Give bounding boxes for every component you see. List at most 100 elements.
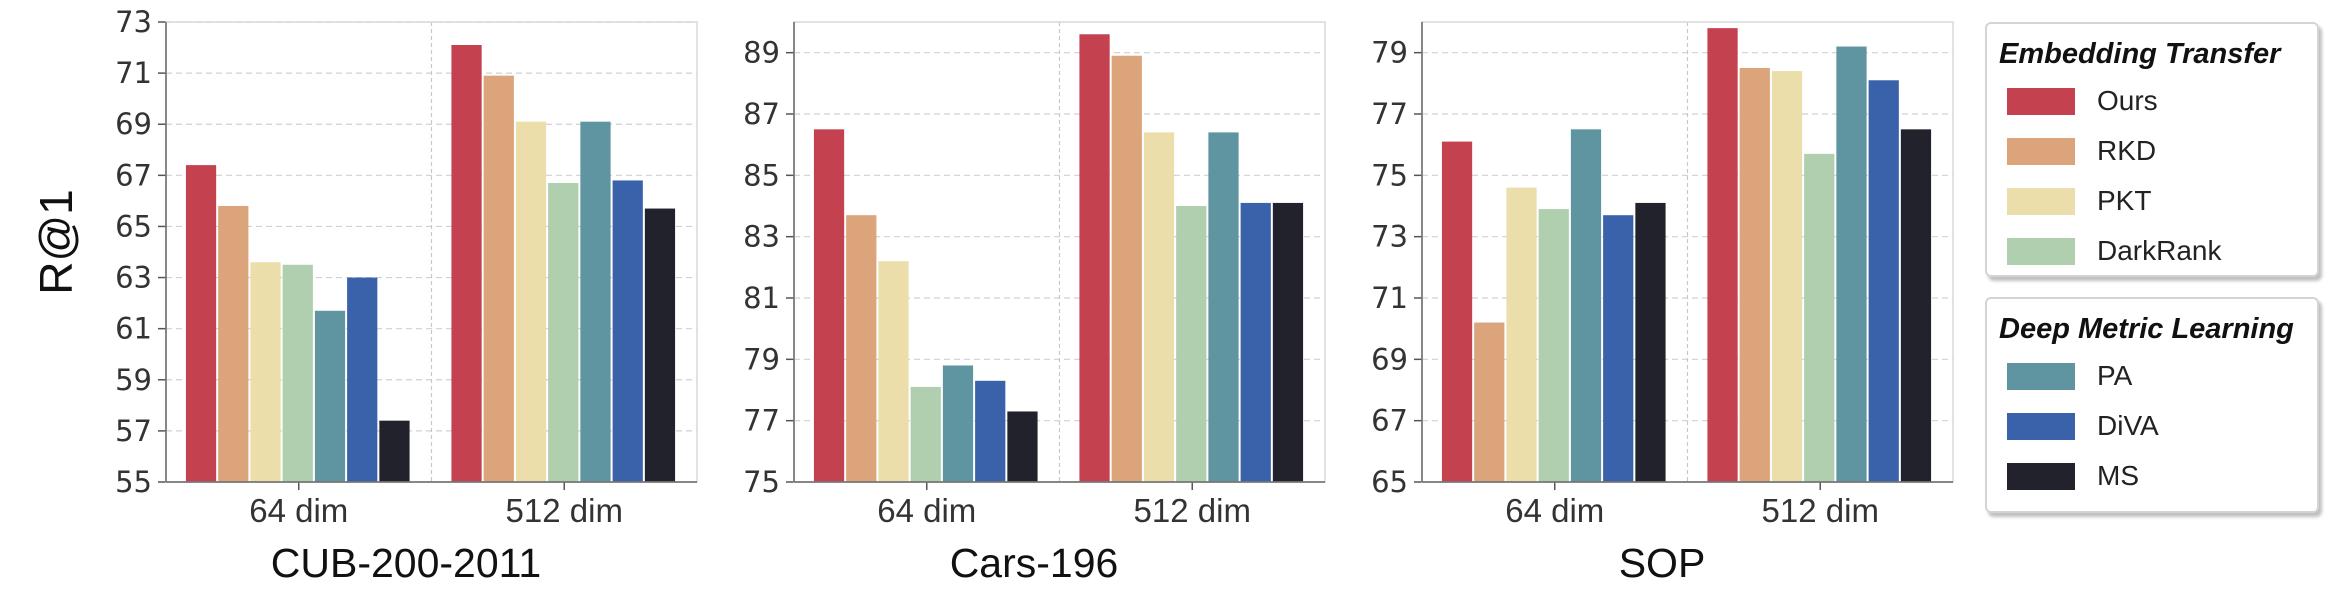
bar-ms-64-dim <box>1635 202 1666 482</box>
legend-title: Deep Metric Learning <box>1999 313 2294 345</box>
bar-ms-512-dim <box>644 208 676 483</box>
legend-item-pkt: PKT <box>1999 176 2305 226</box>
bar-ours-512-dim <box>1079 34 1110 483</box>
legend-item-diva: DiVA <box>1999 401 2305 451</box>
chart-sop: 65 67 69 71 73 75 77 79 64 dim 512 dim <box>1371 21 1954 529</box>
bar-pkt-64-dim <box>250 262 281 482</box>
y-tick-label: 73 <box>1371 220 1408 254</box>
x-tick-label: 512 dim <box>1134 492 1251 529</box>
bar-ms-64-dim <box>379 420 410 482</box>
legend-label: RKD <box>2097 135 2157 166</box>
bar-pa-64-dim <box>314 310 346 482</box>
bar-pa-512-dim <box>580 121 611 483</box>
legend-label: PKT <box>2097 185 2152 216</box>
y-tick-label: 73 <box>115 5 152 39</box>
bar-pa-512-dim <box>1836 46 1867 483</box>
legend-embedding-transfer: Embedding Transfer Ours RKD PKT DarkRank <box>1985 22 2319 277</box>
y-tick-label: 57 <box>115 414 152 448</box>
bar-darkrank-512-dim <box>548 183 579 482</box>
legend-swatch <box>2007 87 2075 115</box>
y-tick-label: 65 <box>115 209 152 243</box>
y-tick-label: 63 <box>115 261 152 295</box>
chart-cub-200-2011: 55 57 59 61 63 65 67 69 71 73 64 dim 512 dim <box>115 5 698 529</box>
legend-label: Ours <box>2097 85 2158 116</box>
y-tick-label: 79 <box>743 342 780 376</box>
legend-item-rkd: RKD <box>1999 126 2305 176</box>
bar-ours-512-dim <box>451 45 482 482</box>
y-tick-label: 69 <box>1371 342 1408 376</box>
bar-ours-64-dim <box>185 165 217 482</box>
bar-rkd-512-dim <box>1111 55 1142 482</box>
bar-diva-512-dim <box>1868 80 1899 483</box>
bar-pkt-512-dim <box>1771 71 1803 483</box>
y-tick-label: 61 <box>115 312 152 346</box>
bar-darkrank-64-dim <box>1538 209 1569 483</box>
bar-diva-64-dim <box>347 277 378 482</box>
x-tick-label: 64 dim <box>877 492 976 529</box>
y-tick-label: 85 <box>743 158 780 192</box>
bar-darkrank-64-dim <box>910 386 941 482</box>
y-tick-label: 69 <box>115 107 152 141</box>
bar-diva-64-dim <box>975 380 1006 482</box>
bar-pa-64-dim <box>1570 129 1602 483</box>
bar-pkt-64-dim <box>878 261 909 482</box>
bar-ms-512-dim <box>1900 129 1932 483</box>
bar-rkd-64-dim <box>1474 322 1505 482</box>
bar-pkt-64-dim <box>1506 187 1537 482</box>
x-tick-label: 512 dim <box>506 492 623 529</box>
bar-ms-512-dim <box>1272 202 1304 482</box>
y-tick-label: 71 <box>1371 281 1408 315</box>
legend-label: MS <box>2097 460 2139 491</box>
y-tick-label: 75 <box>743 465 780 499</box>
chart-title-sop: SOP <box>1619 540 1706 586</box>
bar-pkt-512-dim <box>515 121 547 483</box>
y-tick-label: 83 <box>743 220 780 254</box>
legend-swatch <box>2007 137 2075 165</box>
legend-swatch <box>2007 462 2075 490</box>
bar-ours-64-dim <box>1441 141 1473 482</box>
y-tick-label: 67 <box>1371 404 1408 438</box>
legend-swatch <box>2007 237 2075 265</box>
legend-item-ours: Ours <box>1999 76 2305 126</box>
bar-darkrank-64-dim <box>282 264 313 482</box>
x-tick-label: 64 dim <box>249 492 348 529</box>
y-axis-label: R@1 <box>30 189 82 295</box>
y-tick-label: 77 <box>743 404 780 438</box>
legend-label: PA <box>2097 360 2133 391</box>
bar-rkd-64-dim <box>218 206 249 482</box>
legend-title: Embedding Transfer <box>1999 38 2281 70</box>
y-tick-label: 65 <box>1371 465 1408 499</box>
legend-swatch <box>2007 412 2075 440</box>
chart-title-cub: CUB-200-2011 <box>271 540 541 586</box>
bar-darkrank-512-dim <box>1804 153 1835 482</box>
legend-swatch <box>2007 187 2075 215</box>
y-tick-label: 59 <box>115 363 152 397</box>
y-tick-label: 67 <box>115 158 152 192</box>
x-tick-label: 512 dim <box>1762 492 1879 529</box>
y-tick-label: 77 <box>1371 97 1408 131</box>
legend-item-ms: MS <box>1999 451 2305 501</box>
y-tick-label: 75 <box>1371 158 1408 192</box>
x-tick-label: 64 dim <box>1505 492 1604 529</box>
legend-label: DiVA <box>2097 410 2159 441</box>
y-tick-label: 79 <box>1371 36 1408 70</box>
bar-pa-64-dim <box>942 365 974 482</box>
legend-swatch <box>2007 362 2075 390</box>
chart-title-cars: Cars-196 <box>950 540 1119 586</box>
y-tick-label: 55 <box>115 465 152 499</box>
chart-cars-196: 75 77 79 81 83 85 87 89 64 dim 512 dim <box>743 21 1326 529</box>
bar-ours-64-dim <box>813 129 845 483</box>
bar-pa-512-dim <box>1208 132 1239 482</box>
y-tick-label: 87 <box>743 97 780 131</box>
bar-rkd-64-dim <box>846 215 877 482</box>
bar-ms-64-dim <box>1007 411 1038 482</box>
bar-ours-512-dim <box>1707 28 1738 483</box>
bar-rkd-512-dim <box>1739 68 1770 482</box>
y-tick-label: 89 <box>743 36 780 70</box>
y-tick-label: 71 <box>115 56 152 90</box>
legend-item-darkrank: DarkRank <box>1999 226 2305 276</box>
bar-darkrank-512-dim <box>1176 206 1207 482</box>
legend-deep-metric-learning: Deep Metric Learning PA DiVA MS <box>1985 297 2319 513</box>
bar-diva-64-dim <box>1603 215 1634 482</box>
